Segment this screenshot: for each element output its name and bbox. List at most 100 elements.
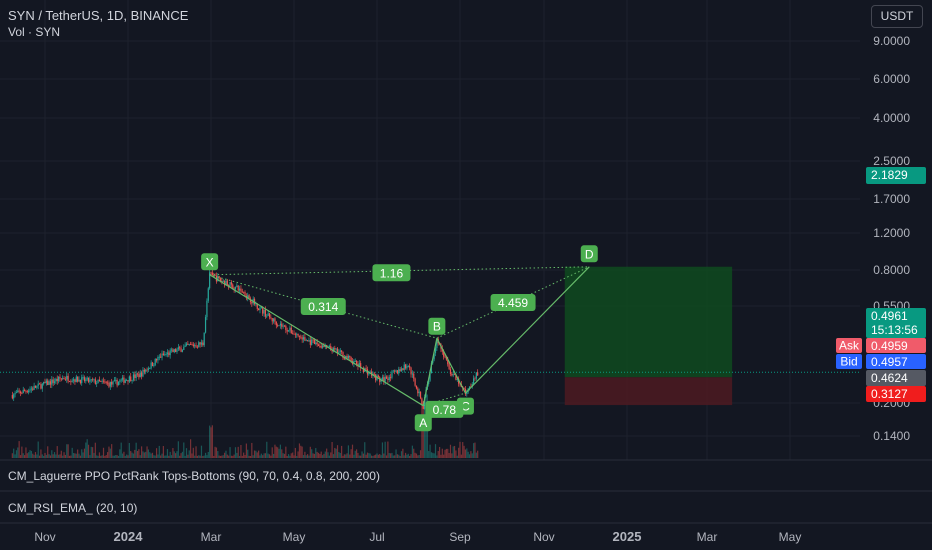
candle-body xyxy=(162,353,164,356)
volume-bar xyxy=(360,455,362,458)
volume-bar xyxy=(372,455,374,458)
pattern-point-c: C xyxy=(461,400,470,414)
candle-body xyxy=(94,379,96,384)
candle-body xyxy=(443,351,445,357)
candle-body xyxy=(63,378,65,379)
candle-body xyxy=(449,369,452,374)
candle-body xyxy=(300,336,302,338)
volume-bar xyxy=(346,453,348,458)
pattern-point-x: X xyxy=(206,255,214,269)
volume-bar xyxy=(17,447,19,458)
volume-bar xyxy=(33,454,35,458)
volume-bar xyxy=(413,448,415,458)
volume-bar xyxy=(206,455,208,458)
candle-body xyxy=(194,345,196,347)
candle-body xyxy=(210,272,212,274)
volume-bar xyxy=(475,452,477,458)
volume-bar xyxy=(173,451,175,458)
candle-body xyxy=(47,380,49,385)
volume-bar xyxy=(364,442,366,458)
volume-bar xyxy=(275,446,277,458)
x-tick-label: Jul xyxy=(369,530,384,544)
indicator-rsi-legend: CM_RSI_EMA_ (20, 10) xyxy=(8,501,138,515)
volume-bar xyxy=(59,454,61,458)
candle-body xyxy=(164,354,166,356)
volume-bar xyxy=(123,451,125,458)
volume-bar xyxy=(189,439,192,458)
candle-body xyxy=(198,342,200,347)
volume-bar xyxy=(415,453,418,458)
candle-body xyxy=(241,291,243,293)
candle-body xyxy=(206,300,208,318)
candle-body xyxy=(195,345,197,347)
volume-bar xyxy=(157,454,159,458)
candle-body xyxy=(17,390,19,393)
volume-bar xyxy=(361,451,363,458)
volume-bar xyxy=(175,453,177,458)
candle-body xyxy=(350,357,352,362)
volume-bar xyxy=(228,455,230,458)
candle-body xyxy=(362,367,364,372)
candle-body xyxy=(240,288,242,292)
volume-bar xyxy=(79,455,81,458)
volume-bar xyxy=(293,455,295,458)
volume-bar xyxy=(62,455,64,458)
volume-bar xyxy=(18,441,20,458)
volume-bar xyxy=(391,452,393,458)
stop-price-tag-bg xyxy=(866,386,926,402)
candle-body xyxy=(311,339,313,345)
currency-button[interactable]: USDT xyxy=(871,5,923,28)
volume-bar xyxy=(214,446,216,458)
volume-bar xyxy=(451,453,453,458)
candle-body xyxy=(259,307,261,311)
volume-bar xyxy=(172,448,174,458)
volume-bar xyxy=(132,453,135,458)
volume-bar xyxy=(230,455,233,458)
candle-body xyxy=(369,371,371,373)
candle-body xyxy=(377,375,379,378)
candle-body xyxy=(452,374,454,376)
volume-bar xyxy=(30,450,32,458)
volume-bar xyxy=(98,452,101,458)
volume-bar xyxy=(222,455,224,458)
candle-body xyxy=(319,345,321,347)
x-tick-label: Mar xyxy=(697,530,718,544)
volume-bar xyxy=(462,442,464,458)
candle-body xyxy=(81,377,83,384)
volume-bar xyxy=(440,454,442,458)
volume-bar xyxy=(244,455,246,458)
volume-bar xyxy=(183,442,185,458)
volume-bar xyxy=(432,452,434,458)
volume-group xyxy=(11,394,479,458)
volume-bar xyxy=(243,452,245,458)
volume-bar xyxy=(326,448,328,458)
volume-bar xyxy=(131,452,133,458)
candle-body xyxy=(86,377,88,380)
volume-bar xyxy=(268,454,271,458)
candle-body xyxy=(336,348,339,354)
y-tick-label: 9.0000 xyxy=(873,34,910,48)
volume-bar xyxy=(77,449,79,458)
candle-body xyxy=(15,392,18,394)
volume-bar xyxy=(149,452,151,458)
candle-body xyxy=(315,342,317,345)
volume-bar xyxy=(279,444,281,458)
candle-body xyxy=(124,380,126,383)
candle-body xyxy=(202,342,204,346)
ratio-xd-bg xyxy=(372,264,411,282)
candle-body xyxy=(28,390,30,393)
volume-bar xyxy=(237,446,239,458)
volume-bar xyxy=(392,455,394,458)
volume-bar xyxy=(324,451,326,458)
volume-bar xyxy=(26,453,28,458)
volume-bar xyxy=(89,455,91,458)
volume-bar xyxy=(97,455,99,458)
volume-bar xyxy=(308,455,310,458)
volume-bar xyxy=(124,455,126,458)
candle-body xyxy=(391,371,393,378)
candle-body xyxy=(226,280,228,286)
volume-bar xyxy=(153,455,155,458)
candle-body xyxy=(236,285,238,287)
volume-bar xyxy=(285,446,287,458)
